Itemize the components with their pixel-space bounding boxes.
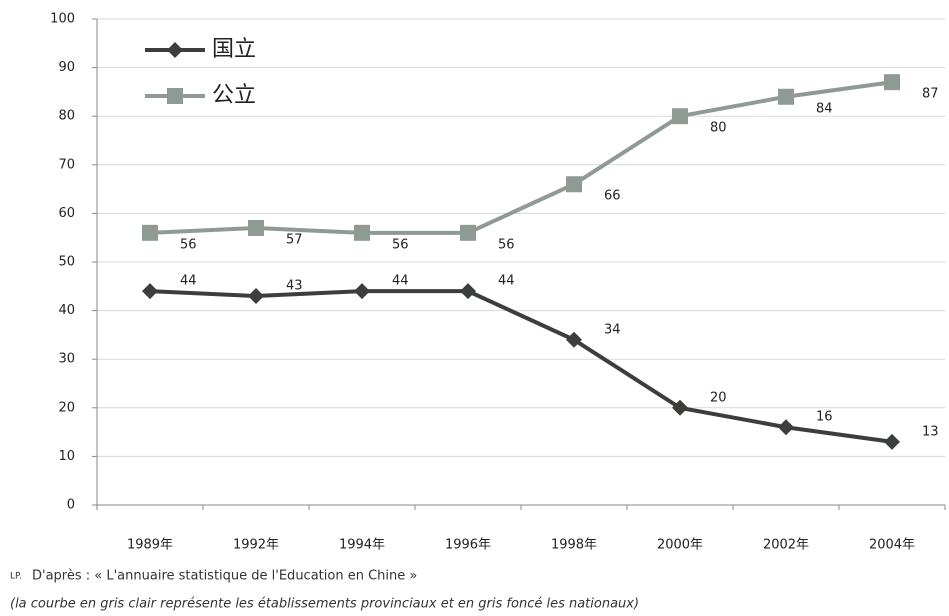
data-label: 80: [710, 121, 727, 136]
x-tick-label: 2000年: [657, 538, 703, 553]
data-point: [354, 224, 370, 241]
data-point: [566, 176, 582, 193]
data-point: [884, 74, 900, 91]
y-tick-label: 60: [58, 206, 75, 221]
data-point: [672, 399, 688, 416]
y-tick-label: 30: [58, 352, 75, 367]
data-point: [884, 433, 900, 450]
data-label: 44: [180, 274, 197, 289]
data-label: 56: [392, 237, 409, 252]
data-label: 84: [816, 101, 833, 116]
source-prefix: LP.: [10, 572, 22, 582]
legend-marker: [167, 88, 183, 104]
data-point: [354, 283, 370, 300]
series-line: [149, 80, 893, 235]
data-point: [672, 108, 688, 125]
data-point: [566, 331, 582, 348]
x-tick-label: 2002年: [763, 538, 809, 553]
y-tick-label: 100: [50, 12, 75, 27]
data-label: 57: [286, 232, 303, 247]
y-tick-label: 10: [58, 449, 75, 464]
data-label: 44: [498, 274, 515, 289]
data-label: 87: [922, 87, 939, 102]
y-tick-label: 80: [58, 109, 75, 124]
data-label: 34: [604, 322, 621, 337]
x-tick-label: 1998年: [551, 538, 597, 553]
data-point: [460, 224, 476, 241]
data-label: 16: [816, 410, 833, 425]
data-label: 66: [604, 189, 621, 204]
y-tick-label: 0: [67, 498, 75, 513]
y-tick-label: 20: [58, 400, 75, 415]
data-point: [778, 419, 794, 436]
data-point: [142, 224, 158, 241]
x-tick-label: 1996年: [445, 538, 491, 553]
source: D'après : « L'annuaire statistique de l'…: [32, 569, 417, 584]
data-label: 43: [286, 279, 303, 294]
legend-marker: [167, 42, 183, 58]
data-point: [142, 283, 158, 300]
data-point: [248, 219, 264, 236]
y-tick-label: 90: [58, 60, 75, 75]
data-label: 44: [392, 274, 409, 289]
y-tick-label: 70: [58, 157, 75, 172]
legend-label: 国立: [212, 37, 256, 62]
legend-label: 公立: [212, 83, 256, 108]
y-tick-label: 50: [58, 255, 75, 270]
x-tick-label: 1994年: [339, 538, 385, 553]
x-tick-label: 1992年: [233, 538, 279, 553]
series-line: [149, 289, 893, 444]
data-point: [778, 88, 794, 105]
x-tick-label: 2004年: [869, 538, 915, 553]
data-label: 56: [180, 237, 197, 252]
data-point: [460, 283, 476, 300]
data-label: 56: [498, 237, 515, 252]
data-label: 13: [922, 424, 939, 439]
x-tick-label: 1989年: [127, 538, 173, 553]
data-label: 20: [710, 390, 727, 405]
note: (la courbe en gris clair représente les …: [10, 597, 639, 612]
data-point: [248, 288, 264, 305]
y-tick-label: 40: [58, 303, 75, 318]
